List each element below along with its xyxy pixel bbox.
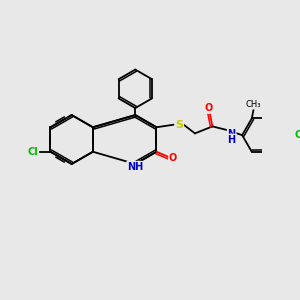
Text: H: H [228, 134, 236, 145]
Text: CH₃: CH₃ [246, 100, 261, 109]
Text: N: N [228, 129, 236, 139]
Text: S: S [175, 120, 183, 130]
Text: O: O [169, 153, 177, 163]
Text: NH: NH [127, 162, 143, 172]
Text: Cl: Cl [28, 147, 38, 157]
Text: O: O [205, 103, 213, 113]
Text: Cl: Cl [295, 130, 300, 140]
